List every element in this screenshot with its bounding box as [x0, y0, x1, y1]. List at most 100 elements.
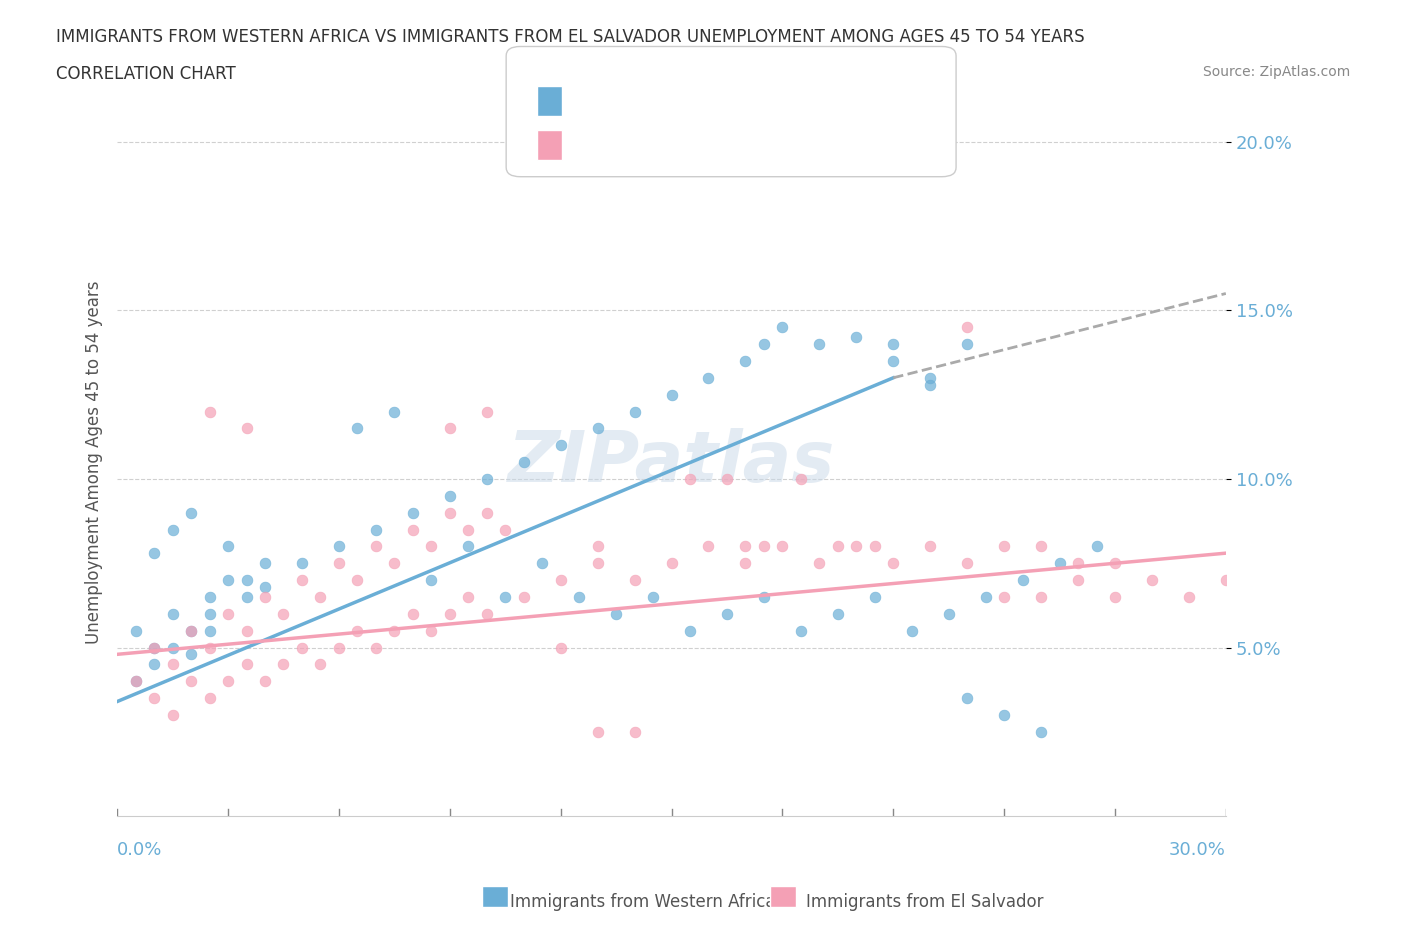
- Point: [198, 590, 221, 604]
- Point: [734, 353, 756, 368]
- Point: [198, 640, 221, 655]
- Point: [827, 606, 849, 621]
- Point: [974, 590, 997, 604]
- Point: [291, 640, 314, 655]
- Point: [882, 337, 904, 352]
- Text: 30.0%: 30.0%: [1168, 842, 1226, 859]
- Text: R = 0.146   N = 84: R = 0.146 N = 84: [569, 138, 754, 155]
- Point: [162, 657, 184, 671]
- Point: [920, 539, 942, 554]
- Text: Source: ZipAtlas.com: Source: ZipAtlas.com: [1202, 65, 1350, 79]
- Point: [439, 606, 461, 621]
- Point: [382, 623, 405, 638]
- Point: [790, 623, 813, 638]
- Point: [882, 353, 904, 368]
- Point: [253, 556, 276, 571]
- Point: [568, 590, 591, 604]
- Text: Immigrants from El Salvador: Immigrants from El Salvador: [785, 893, 1043, 910]
- Point: [217, 573, 239, 588]
- Point: [143, 546, 166, 561]
- Point: [180, 647, 202, 662]
- Point: [752, 590, 775, 604]
- Point: [402, 606, 425, 621]
- Point: [273, 606, 295, 621]
- Point: [124, 674, 146, 689]
- Point: [198, 404, 221, 418]
- Point: [475, 505, 498, 520]
- Point: [402, 505, 425, 520]
- Point: [956, 337, 979, 352]
- Point: [291, 556, 314, 571]
- Point: [1085, 539, 1108, 554]
- Point: [956, 691, 979, 706]
- Point: [920, 370, 942, 385]
- Point: [143, 640, 166, 655]
- Point: [661, 556, 683, 571]
- Point: [956, 320, 979, 335]
- Y-axis label: Unemployment Among Ages 45 to 54 years: Unemployment Among Ages 45 to 54 years: [86, 280, 103, 644]
- Point: [162, 522, 184, 537]
- Point: [217, 539, 239, 554]
- Point: [273, 657, 295, 671]
- Point: [180, 623, 202, 638]
- Point: [863, 539, 886, 554]
- Point: [1215, 573, 1237, 588]
- Point: [770, 539, 793, 554]
- Point: [180, 674, 202, 689]
- Point: [364, 539, 387, 554]
- Point: [1029, 539, 1052, 554]
- Point: [1011, 573, 1033, 588]
- Point: [863, 590, 886, 604]
- Point: [993, 590, 1015, 604]
- Point: [346, 573, 368, 588]
- Point: [900, 623, 922, 638]
- Point: [1104, 556, 1126, 571]
- Point: [235, 573, 257, 588]
- Text: CORRELATION CHART: CORRELATION CHART: [56, 65, 236, 83]
- Point: [956, 556, 979, 571]
- Point: [235, 657, 257, 671]
- Point: [1029, 590, 1052, 604]
- Point: [457, 522, 479, 537]
- Point: [143, 640, 166, 655]
- Point: [475, 472, 498, 486]
- Point: [882, 556, 904, 571]
- Point: [586, 421, 609, 436]
- Point: [1029, 724, 1052, 739]
- Point: [180, 623, 202, 638]
- Point: [845, 539, 868, 554]
- Point: [328, 556, 350, 571]
- Point: [1049, 556, 1071, 571]
- Point: [457, 590, 479, 604]
- Point: [734, 539, 756, 554]
- Point: [162, 606, 184, 621]
- Point: [716, 472, 738, 486]
- Point: [162, 708, 184, 723]
- Point: [586, 724, 609, 739]
- Point: [420, 573, 443, 588]
- Point: [494, 522, 516, 537]
- Point: [827, 539, 849, 554]
- Point: [217, 674, 239, 689]
- Point: [328, 640, 350, 655]
- Point: [346, 623, 368, 638]
- Point: [217, 606, 239, 621]
- Point: [586, 539, 609, 554]
- Point: [605, 606, 627, 621]
- Point: [457, 539, 479, 554]
- Point: [235, 623, 257, 638]
- Point: [679, 623, 702, 638]
- Point: [198, 606, 221, 621]
- Point: [309, 657, 332, 671]
- Point: [697, 539, 720, 554]
- Point: [235, 421, 257, 436]
- Point: [198, 623, 221, 638]
- Text: Immigrants from Western Africa: Immigrants from Western Africa: [489, 893, 776, 910]
- Point: [1140, 573, 1163, 588]
- Point: [993, 708, 1015, 723]
- Point: [124, 623, 146, 638]
- Point: [1104, 590, 1126, 604]
- Point: [475, 404, 498, 418]
- Point: [291, 573, 314, 588]
- Point: [808, 556, 831, 571]
